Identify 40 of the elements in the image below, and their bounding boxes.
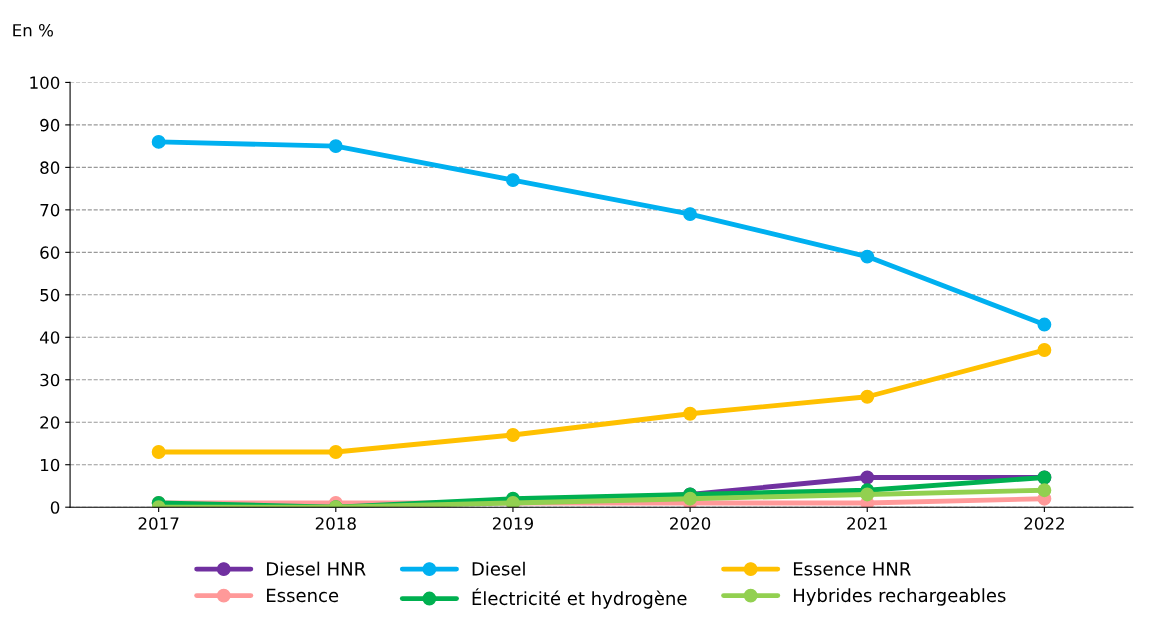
point <box>860 487 875 502</box>
point <box>860 249 875 264</box>
y-tick-label: 10 <box>40 458 60 472</box>
y-tick-label: 0 <box>50 501 60 514</box>
point <box>1037 317 1052 332</box>
x-tick-label: 2017 <box>138 517 179 530</box>
y-tick-label: 100 <box>30 76 60 89</box>
y-tick-label: 80 <box>40 161 60 174</box>
legend-label: Hybrides rechargeables <box>793 588 1006 606</box>
point <box>506 428 520 442</box>
y-axis-title: En % <box>13 23 53 37</box>
y-tick-label: 50 <box>40 288 60 302</box>
y-tick-label: 60 <box>40 246 60 259</box>
point <box>328 445 343 459</box>
point <box>683 491 698 506</box>
x-tick-label: 2018 <box>315 517 356 530</box>
point <box>151 445 166 459</box>
legend-label: Essence HNR <box>793 562 911 576</box>
point <box>860 470 875 485</box>
y-tick-label: 90 <box>40 118 60 132</box>
x-tick-label: 2021 <box>847 517 887 530</box>
legend-label: Essence <box>267 588 339 603</box>
y-tick-label: 30 <box>40 373 60 387</box>
x-tick-label: 2020 <box>670 517 711 530</box>
legend-label: Diesel HNR <box>267 561 366 576</box>
x-tick-label: 2019 <box>492 517 533 530</box>
point <box>1037 483 1052 498</box>
point <box>683 406 698 421</box>
point <box>860 389 875 404</box>
legend-label: Diesel <box>472 561 525 576</box>
point <box>328 139 343 154</box>
y-tick-label: 40 <box>39 331 60 344</box>
legend-label: Électricité et hydrogène <box>472 588 687 609</box>
point <box>1037 343 1052 357</box>
y-tick-label: 20 <box>40 416 60 429</box>
point <box>151 134 166 149</box>
point <box>506 173 520 188</box>
y-tick-label: 70 <box>40 203 60 217</box>
point <box>683 207 698 222</box>
x-tick-label: 2022 <box>1024 517 1064 530</box>
